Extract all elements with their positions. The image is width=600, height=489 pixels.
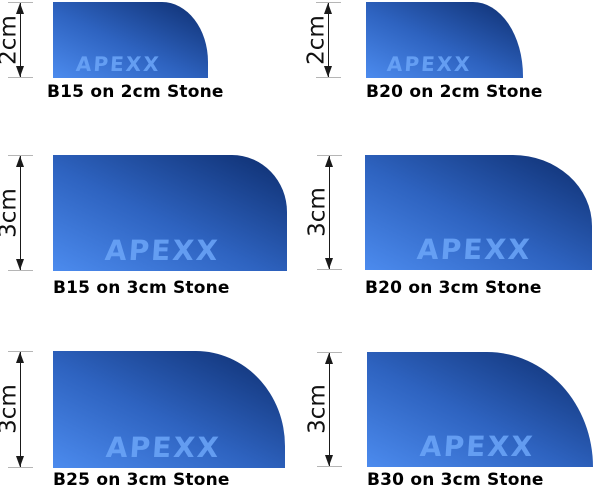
extension-tick xyxy=(317,155,342,156)
extension-tick xyxy=(8,467,33,468)
dimension-arrow-b25-3cm xyxy=(8,351,33,468)
arrowhead-up-icon xyxy=(324,3,332,14)
dimension-label: 3cm xyxy=(304,384,331,434)
extension-tick xyxy=(8,155,33,156)
profile-caption: B15 on 2cm Stone xyxy=(47,82,224,102)
dimension-line xyxy=(20,352,21,467)
profile-caption: B20 on 3cm Stone xyxy=(365,278,542,298)
profile-caption: B25 on 3cm Stone xyxy=(53,470,230,489)
arrowhead-up-icon xyxy=(325,156,333,167)
dimension-label: 3cm xyxy=(0,384,22,434)
dimension-line xyxy=(328,3,329,77)
stone-profile-b30-3cm: APEXX xyxy=(367,352,593,467)
stone-profile-b25-3cm: APEXX xyxy=(53,351,285,468)
dimension-arrow-b20-2cm xyxy=(316,2,341,78)
stone-profile-b15-2cm: APEXX xyxy=(53,2,208,78)
arrowhead-up-icon xyxy=(325,353,333,364)
extension-tick xyxy=(317,269,342,270)
extension-tick xyxy=(8,351,33,352)
apexx-watermark: APEXX xyxy=(75,52,162,76)
arrowhead-down-icon xyxy=(324,66,332,77)
profile-caption: B30 on 3cm Stone xyxy=(367,470,544,489)
dimension-arrow-b20-3cm xyxy=(317,155,342,270)
dimension-label: 2cm xyxy=(303,15,330,65)
apexx-watermark: APEXX xyxy=(418,430,536,463)
dimension-arrow-b15-3cm xyxy=(8,155,33,271)
apexx-watermark: APEXX xyxy=(104,431,222,464)
extension-tick xyxy=(8,77,33,78)
extension-tick xyxy=(8,270,33,271)
dimension-arrow-b15-2cm xyxy=(8,2,33,78)
profile-caption: B20 on 2cm Stone xyxy=(366,82,543,102)
extension-tick xyxy=(317,466,342,467)
arrowhead-up-icon xyxy=(16,352,24,363)
extension-tick xyxy=(317,352,342,353)
dimension-label: 3cm xyxy=(304,187,331,237)
arrowhead-down-icon xyxy=(325,455,333,466)
arrowhead-down-icon xyxy=(16,259,24,270)
dimension-label: 3cm xyxy=(0,188,22,238)
extension-tick xyxy=(316,77,341,78)
dimension-line xyxy=(20,156,21,270)
stone-profile-b20-2cm: APEXX xyxy=(366,2,523,78)
dimension-line xyxy=(329,353,330,466)
stone-profile-b20-3cm: APEXX xyxy=(365,155,592,270)
dimension-label: 2cm xyxy=(0,15,22,65)
arrowhead-down-icon xyxy=(16,456,24,467)
apexx-watermark: APEXX xyxy=(103,234,221,267)
dimension-line xyxy=(20,3,21,77)
extension-tick xyxy=(8,2,33,3)
apexx-watermark: APEXX xyxy=(386,52,473,76)
profile-caption: B15 on 3cm Stone xyxy=(53,278,230,298)
dimension-arrow-b30-3cm xyxy=(317,352,342,467)
apexx-watermark: APEXX xyxy=(415,233,533,266)
arrowhead-down-icon xyxy=(325,258,333,269)
arrowhead-up-icon xyxy=(16,156,24,167)
dimension-line xyxy=(329,156,330,269)
arrowhead-down-icon xyxy=(16,66,24,77)
stone-profile-b15-3cm: APEXX xyxy=(53,155,287,271)
extension-tick xyxy=(316,2,341,3)
arrowhead-up-icon xyxy=(16,3,24,14)
